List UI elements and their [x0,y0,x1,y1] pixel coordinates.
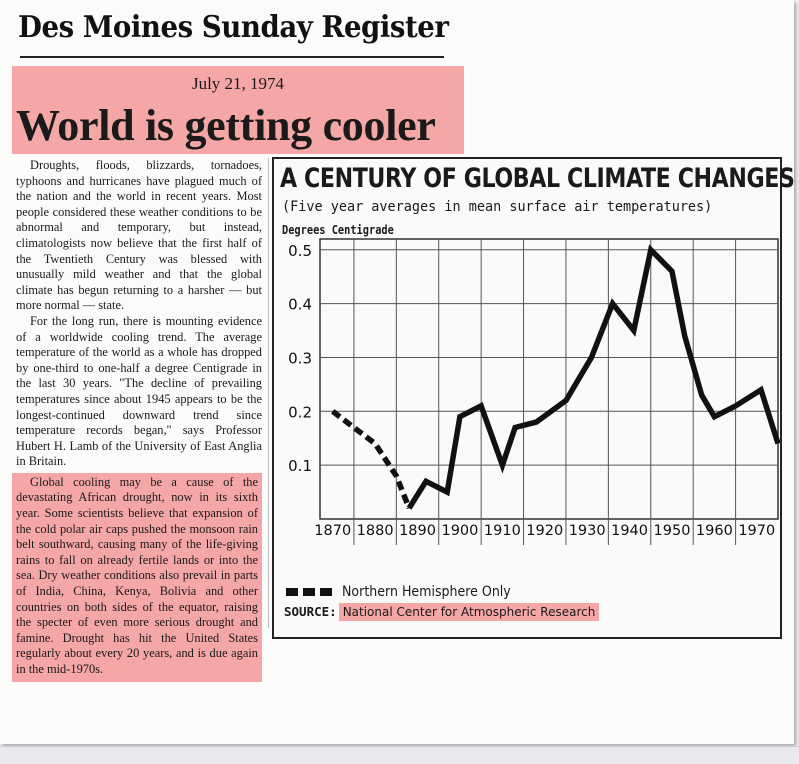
northern-hemisphere-series-line [331,409,412,510]
plot-frame [319,238,779,520]
article-paragraph: For the long run, there is mounting evid… [16,313,262,469]
chart-legend: Northern Hemisphere Only [286,584,530,600]
dashed-line-swatch [286,588,332,596]
source-organization: National Center for Atmospheric Research [338,603,600,621]
chart-source: SOURCE: National Center for Atmospheric R… [284,603,600,621]
masthead-rule [20,56,444,58]
x-tick-label: 1890 [399,523,436,539]
climate-chart: A CENTURY OF GLOBAL CLIMATE CHANGES (Fiv… [272,157,795,639]
article-column: Droughts, floods, blizzards, tornadoes, … [12,158,262,682]
headline-highlight: July 21, 1974 World is getting cooler [12,66,464,154]
y-tick-label: 0.5 [288,242,312,260]
highlighted-paragraph: Global cooling may be a cause of the dev… [12,472,262,682]
x-tick-label: 1920 [526,523,563,539]
x-tick-label: 1940 [611,523,648,539]
chart-title: A CENTURY OF GLOBAL CLIMATE CHANGES [280,163,795,194]
taskbar [0,746,799,764]
x-tick-label: 1930 [569,523,606,539]
chart-subtitle: (Five year averages in mean surface air … [282,199,713,215]
y-tick-label: 0.3 [288,349,312,367]
y-tick-label: 0.1 [288,457,312,475]
headline: World is getting cooler [16,101,436,150]
source-label: SOURCE: [284,604,337,619]
article-paragraph: Droughts, floods, blizzards, tornadoes, … [16,158,262,313]
chart-plot: 0.1 0.2 0.3 0.4 0.5 1870 1880 1890 1900 1910 1920 1… [288,238,780,545]
x-tick-label: 1970 [738,523,775,539]
x-tick-label: 1960 [696,523,733,539]
temperature-series-line [406,244,780,510]
newspaper-clipping: Des Moines Sunday Register July 21, 1974… [12,10,795,682]
x-tick-label: 1900 [441,523,478,539]
masthead: Des Moines Sunday Register [18,10,449,45]
y-tick-label: 0.4 [288,296,312,314]
column-divider [268,158,269,628]
x-tick-label: 1910 [484,523,521,539]
legend-label: Northern Hemisphere Only [342,584,511,600]
y-tick-label: 0.2 [288,403,312,421]
x-tick-label: 1950 [654,523,691,539]
x-tick-label: 1870 [314,523,351,539]
publication-date: July 21, 1974 [191,74,285,93]
y-axis-label: Degrees Centigrade [282,223,394,237]
x-tick-label: 1880 [357,523,394,539]
